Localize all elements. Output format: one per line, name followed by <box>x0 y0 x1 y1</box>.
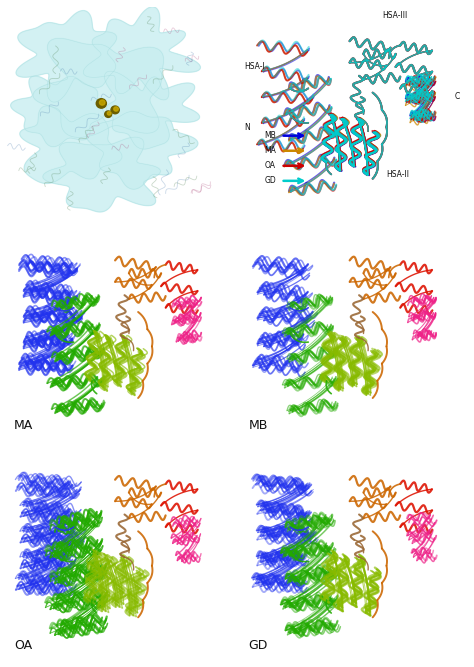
Polygon shape <box>11 76 104 147</box>
Polygon shape <box>86 111 198 189</box>
Text: MA: MA <box>264 146 276 155</box>
Polygon shape <box>83 7 201 100</box>
Text: HSA-I: HSA-I <box>244 63 264 71</box>
Text: MB: MB <box>264 131 276 140</box>
Text: C: C <box>455 93 460 101</box>
Text: OA: OA <box>265 161 276 170</box>
Text: MA: MA <box>14 420 33 432</box>
Circle shape <box>107 111 111 115</box>
Circle shape <box>100 100 105 105</box>
Text: MB: MB <box>248 420 268 432</box>
Polygon shape <box>104 71 200 149</box>
Polygon shape <box>16 11 117 102</box>
Polygon shape <box>20 106 122 183</box>
Text: HSA-II: HSA-II <box>386 170 410 179</box>
Polygon shape <box>43 137 160 212</box>
Polygon shape <box>33 39 164 137</box>
Text: N: N <box>244 123 250 131</box>
Circle shape <box>105 111 112 117</box>
Text: HSA-III: HSA-III <box>382 11 407 20</box>
Text: GD: GD <box>248 639 268 652</box>
Circle shape <box>111 106 119 114</box>
Circle shape <box>96 99 106 108</box>
Text: GD: GD <box>264 176 276 185</box>
Circle shape <box>114 107 118 111</box>
Text: OA: OA <box>14 639 32 652</box>
